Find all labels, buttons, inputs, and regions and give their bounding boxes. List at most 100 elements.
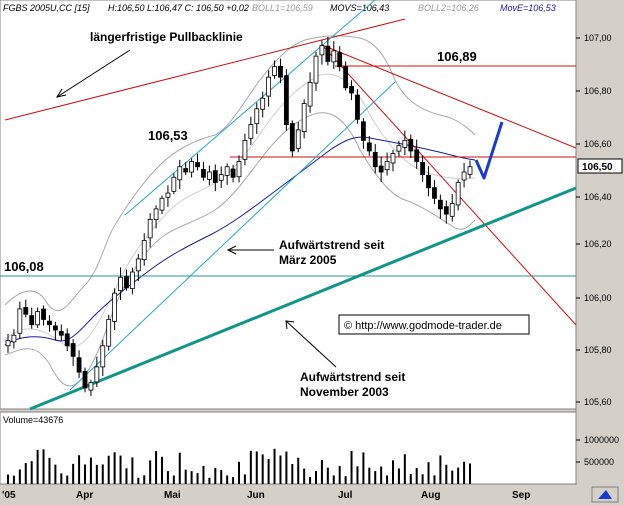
volume-bar [261,454,264,484]
candle-body [212,170,218,183]
x-tick-label: Jun [247,490,265,501]
candle-body [153,208,159,220]
volume-bar [326,467,329,484]
candle-body [432,187,437,199]
y-tick-label: 106,20 [584,239,612,249]
candle-body [414,149,420,162]
trend-channel-upper [124,0,376,216]
header-ohlc: H:106,50 L:106,47 C: 106,50 +0,02 [108,3,249,13]
volume-bar [415,467,418,484]
candle-body [35,311,41,326]
candle-body [147,218,153,239]
candle-body [390,153,396,164]
candle-body [5,340,11,347]
volume-bar [54,464,57,484]
y-axis: 107,00 106,80 106,60 106,40 106,20 106,0… [576,33,612,407]
candle-body [201,168,206,178]
volume-bars [7,448,471,484]
y-tick-label: 106,80 [584,86,612,96]
volume-bar [18,469,21,484]
volume-bar [457,467,460,484]
volume-bar [60,473,63,484]
x-tick-label: Jul [338,490,353,501]
volume-bar [113,452,116,484]
volume-bar [107,455,110,484]
x-tick-label: Aug [421,490,440,501]
volume-bar [66,475,69,484]
copyright-box [338,314,530,335]
trend-nov-pointer [285,320,337,368]
volume-bar [232,477,235,484]
x-tick-label: Sep [512,490,530,501]
volume-bar [267,458,270,484]
candle-body [242,139,248,160]
volume-bar [350,450,353,484]
volume-bar [243,474,246,484]
candle-body [88,382,94,391]
candle-body [360,121,366,141]
pullback-pointer-head [55,88,67,98]
volume-bar [409,474,412,484]
volume-bar [427,462,430,484]
volume-bar [155,451,158,484]
candle-body [343,66,349,89]
volume-bar [149,460,152,484]
volume-bar [166,471,169,484]
volume-bar [291,463,294,484]
volume-bar [315,471,317,484]
volume-bar [7,474,9,484]
header-symbol: FGBS 2005U,CC [15] [3,3,90,13]
header-movs: MOVS=106,43 [330,3,389,13]
candle-body [331,50,337,63]
volume-bar [279,455,282,484]
volume-bar [202,465,205,484]
candle-body [313,55,319,84]
volume-bar [190,471,193,484]
volume-bar [433,475,436,484]
candle-body [420,161,426,176]
candle-body [461,171,467,181]
volume-bar [95,464,98,484]
pullback-label: längerfristige Pullbacklinie [90,30,243,44]
candle-body [236,161,242,178]
candle-body [100,345,106,368]
price-panel [0,0,577,410]
volume-bar [439,455,442,484]
volume-bar [214,467,217,484]
volume-bar [463,461,466,484]
header-boll1: BOLL1=106,59 [252,3,313,13]
volume-bar [42,449,45,484]
candle-body [254,108,260,125]
volume-bar [445,464,448,484]
volume-bar [196,473,199,484]
volume-bar [451,470,454,484]
volume-bar [30,461,33,484]
y-tick-label: 106,60 [584,139,612,149]
volume-bar [161,456,163,484]
y-tick-label: 105,80 [584,345,612,355]
volume-bar [332,475,335,484]
candle-body [177,166,183,181]
candle-body [165,192,171,198]
candle-body [171,176,177,192]
candle-body [224,166,230,176]
candle-body [29,315,35,326]
level-10689-label: 106,89 [437,49,477,64]
volume-bar [72,463,75,484]
volume-bar [273,448,276,484]
volume-panel [0,411,577,485]
candle-body [183,168,189,173]
price-axis-panel [576,0,624,409]
time-axis-panel [0,485,624,505]
volume-tick-label: 1000000 [584,435,619,445]
volume-bar [78,455,81,484]
candle-body [307,82,313,107]
volume-bar [397,468,400,484]
candle-body [135,258,141,272]
volume-tick-label: 500000 [584,457,614,467]
current-price-box [577,158,623,174]
candle-body [82,370,88,389]
volume-bar [137,477,140,484]
candle-body [189,161,195,173]
